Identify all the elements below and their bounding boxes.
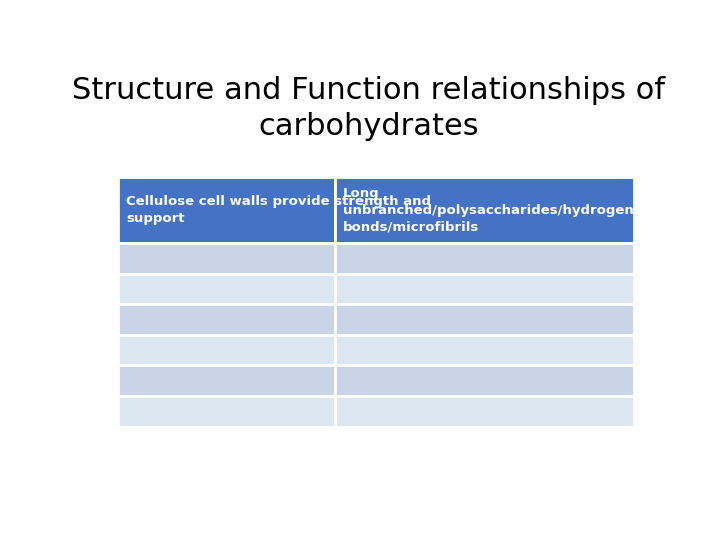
Text: Structure and Function relationships of
carbohydrates: Structure and Function relationships of … (73, 76, 665, 141)
Bar (118, 396, 335, 427)
Bar (118, 366, 335, 396)
Bar (335, 274, 634, 305)
Bar (335, 243, 634, 274)
Bar (118, 305, 335, 335)
Bar (118, 335, 335, 366)
Bar (118, 274, 335, 305)
Bar (335, 305, 634, 335)
Text: Long
unbranched/polysaccharides/hydrogen
bonds/microfibrils: Long unbranched/polysaccharides/hydrogen… (343, 187, 634, 234)
Text: Cellulose cell walls provide strength and
support: Cellulose cell walls provide strength an… (126, 195, 431, 225)
Bar (118, 177, 335, 243)
Bar (335, 396, 634, 427)
Bar (335, 366, 634, 396)
Bar (335, 177, 634, 243)
Bar (118, 243, 335, 274)
Bar (335, 335, 634, 366)
